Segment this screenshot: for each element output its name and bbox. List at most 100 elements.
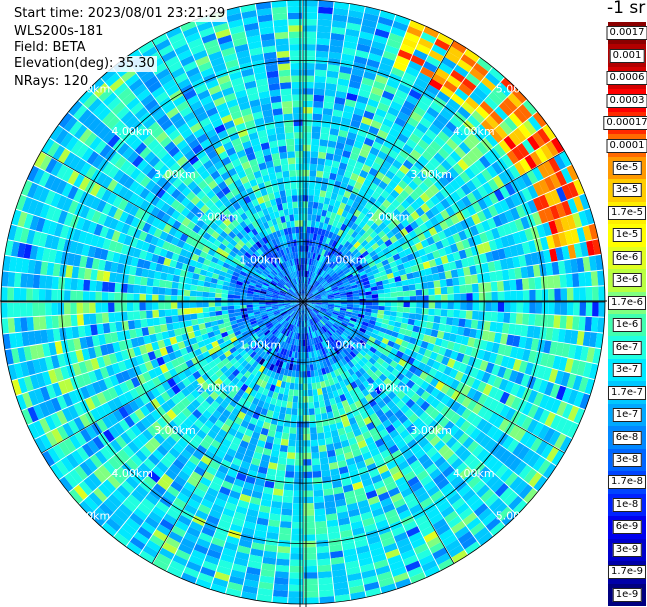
ppi-cell: [533, 406, 545, 422]
ppi-cell: [367, 274, 375, 281]
ppi-cell: [352, 307, 360, 311]
ppi-cell: [260, 311, 268, 316]
ppi-cell: [256, 594, 273, 603]
ppi-cell: [244, 345, 252, 353]
ppi-cell: [140, 382, 151, 394]
ppi-cell: [370, 264, 378, 272]
ppi-cell: [120, 223, 131, 235]
ppi-cell: [424, 219, 434, 230]
ppi-cell: [360, 83, 373, 93]
ppi-cell: [317, 158, 326, 166]
ppi-cell: [95, 291, 102, 302]
ppi-cell: [340, 231, 348, 239]
ppi-cell: [308, 408, 315, 416]
ppi-cell: [469, 498, 484, 512]
ppi-cell: [306, 291, 311, 297]
ppi-cell: [383, 454, 395, 465]
ppi-cell: [518, 464, 533, 480]
ppi-cell: [482, 409, 494, 422]
ppi-cell: [366, 271, 374, 277]
ppi-cell: [71, 326, 80, 339]
ppi-cell: [152, 558, 169, 572]
ppi-cell: [289, 572, 303, 579]
ppi-cell: [456, 404, 467, 417]
ppi-cell: [390, 404, 400, 415]
ppi-cell: [253, 289, 261, 293]
ppi-cell: [515, 279, 523, 291]
ppi-cell: [315, 323, 321, 330]
ppi-cell: [273, 337, 279, 345]
ppi-cell: [163, 513, 178, 526]
ppi-cell: [234, 312, 242, 317]
ppi-cell: [319, 451, 328, 459]
ppi-cell: [228, 265, 236, 272]
ppi-cell: [383, 288, 391, 294]
ppi-cell: [321, 296, 328, 299]
ppi-cell: [368, 468, 380, 478]
ppi-cell: [185, 428, 197, 439]
ppi-cell: [245, 355, 253, 363]
ppi-cell: [537, 459, 551, 476]
ppi-cell: [416, 548, 432, 561]
ppi-cell: [138, 250, 148, 260]
ppi-cell: [365, 490, 378, 500]
ppi-cell: [324, 273, 330, 280]
ppi-cell: [415, 196, 425, 207]
ppi-cell: [268, 403, 276, 412]
ppi-cell: [579, 241, 589, 257]
ppi-cell: [366, 58, 380, 69]
ppi-cell: [438, 444, 450, 456]
ppi-cell: [352, 166, 362, 176]
ppi-cell: [394, 321, 402, 328]
ppi-cell: [404, 408, 415, 419]
ppi-cell: [166, 409, 177, 420]
ppi-cell: [527, 404, 539, 419]
ppi-cell: [63, 438, 77, 453]
ppi-cell: [67, 405, 79, 420]
ppi-cell: [47, 221, 58, 236]
ppi-cell: [378, 62, 393, 73]
ppi-cell: [358, 383, 366, 392]
ppi-cell: [333, 581, 349, 590]
ppi-cell: [268, 325, 275, 332]
ppi-cell: [425, 431, 437, 442]
ppi-cell: [328, 358, 335, 366]
ppi-cell: [323, 243, 329, 251]
ppi-cell: [94, 507, 110, 522]
ppi-cell: [248, 315, 256, 320]
ppi-cell: [415, 289, 423, 296]
ppi-cell: [475, 105, 490, 119]
ppi-cell: [434, 257, 443, 266]
ppi-cell: [305, 352, 309, 359]
ppi-cell: [584, 316, 592, 332]
ppi-cell: [277, 302, 285, 304]
ppi-cell: [311, 288, 317, 294]
ppi-cell: [476, 448, 489, 462]
ppi-cell: [416, 295, 423, 302]
ppi-cell: [509, 476, 523, 491]
ppi-cell: [462, 489, 476, 502]
ppi-cell: [181, 377, 191, 388]
ppi-cell: [346, 306, 354, 310]
ppi-cell: [397, 333, 405, 340]
ppi-cell: [146, 277, 154, 287]
ppi-cell: [91, 335, 100, 347]
ppi-cell: [349, 245, 357, 253]
ppi-cell: [334, 242, 341, 250]
ppi-cell: [253, 306, 260, 310]
ppi-cell: [367, 442, 378, 452]
ppi-cell: [342, 47, 356, 56]
ppi-cell: [570, 330, 579, 345]
ppi-cell: [303, 377, 308, 384]
ppi-cell: [395, 350, 404, 359]
ppi-cell: [561, 245, 571, 260]
ppi-cell: [68, 200, 79, 215]
ppi-cell: [308, 278, 312, 285]
ppi-cell: [315, 299, 322, 301]
ppi-cell: [473, 338, 482, 349]
ppi-cell: [303, 308, 305, 315]
ppi-cell: [366, 339, 374, 347]
ppi-cell: [165, 468, 178, 481]
ppi-cell: [324, 399, 331, 407]
ppi-cell: [424, 267, 433, 276]
